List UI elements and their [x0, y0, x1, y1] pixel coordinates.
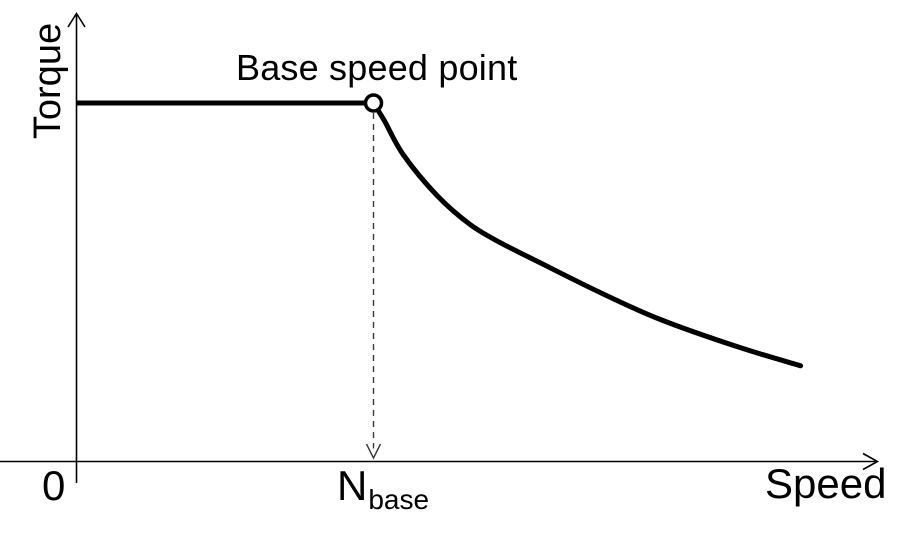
x-axis-arrow-icon [862, 452, 880, 471]
origin-label: 0 [42, 462, 66, 509]
speed-axis-label: Speed [765, 460, 887, 507]
field-weakening-curve [371, 100, 804, 369]
torque-axis-label: Torque [27, 22, 69, 140]
dropline-arrow-icon [365, 443, 382, 460]
base-speed-tick-main: N [337, 462, 368, 509]
base-speed-tick-sub: base [368, 484, 430, 515]
base-speed-tick-label: Nbase [337, 462, 429, 514]
base-speed-marker [363, 93, 384, 113]
base-speed-annotation: Base speed point [236, 47, 518, 88]
y-axis-arrow-icon [67, 11, 86, 28]
